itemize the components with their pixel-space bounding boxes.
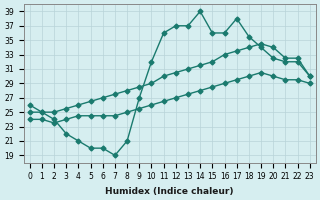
X-axis label: Humidex (Indice chaleur): Humidex (Indice chaleur) xyxy=(106,187,234,196)
